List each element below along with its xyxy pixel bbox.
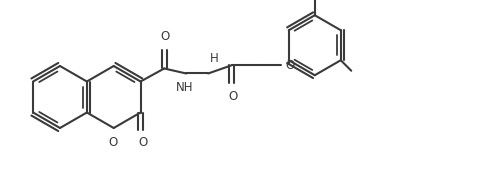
Text: O: O [286, 59, 295, 72]
Text: NH: NH [175, 82, 193, 94]
Text: O: O [108, 136, 117, 149]
Text: H: H [210, 52, 219, 66]
Text: O: O [138, 136, 147, 150]
Text: O: O [228, 90, 238, 103]
Text: O: O [161, 30, 170, 44]
